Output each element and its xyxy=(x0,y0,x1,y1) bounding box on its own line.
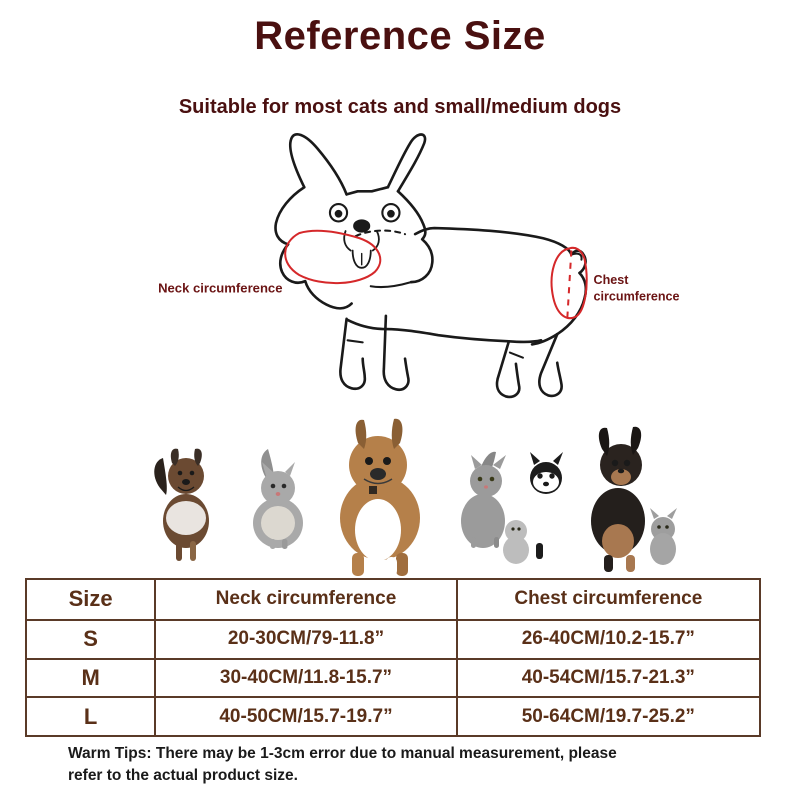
svg-text:Neck circumference: Neck circumference xyxy=(158,280,282,295)
svg-text:Chest: Chest xyxy=(594,273,630,287)
svg-text:circumference: circumference xyxy=(594,289,680,303)
